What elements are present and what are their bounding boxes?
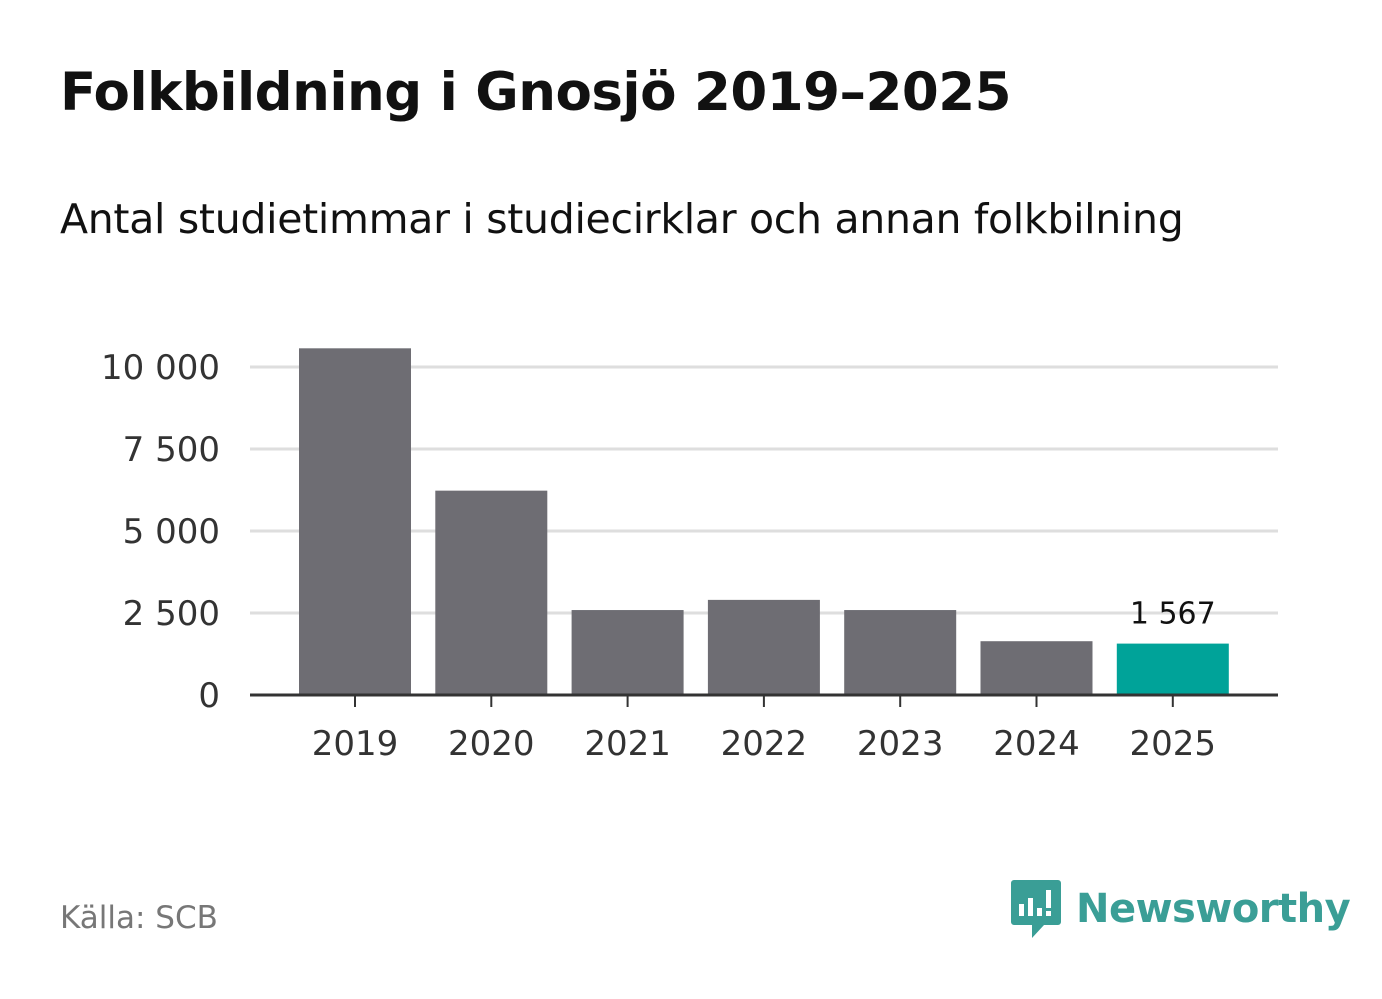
brand-name: Newsworthy <box>1076 886 1351 932</box>
bar-2021 <box>571 610 684 695</box>
x-tick-label: 2023 <box>857 724 944 764</box>
y-tick-label: 0 <box>198 676 220 716</box>
newsworthy-logo-icon <box>1011 880 1061 938</box>
x-tick-label: 2022 <box>721 724 808 764</box>
data-label-2025: 1 567 <box>1130 597 1216 632</box>
bar-2024 <box>980 641 1093 695</box>
x-tick-label: 2019 <box>312 724 399 764</box>
x-tick-label: 2024 <box>993 724 1080 764</box>
y-tick-label: 2 500 <box>123 594 220 634</box>
source-note: Källa: SCB <box>60 900 218 936</box>
y-tick-label: 10 000 <box>101 348 220 388</box>
brand: Newsworthy <box>1010 878 1351 940</box>
chart-subtitle: Antal studietimmar i studiecirklar och a… <box>60 195 1184 243</box>
bar-2023 <box>844 610 957 695</box>
x-tick-label: 2021 <box>584 724 671 764</box>
bar-2025 <box>1116 643 1229 695</box>
chart-title: Folkbildning i Gnosjö 2019–2025 <box>60 62 1011 123</box>
x-tick-label: 2020 <box>448 724 535 764</box>
bar-2019 <box>299 348 411 695</box>
y-tick-label: 5 000 <box>123 512 220 552</box>
bar-2022 <box>707 599 820 695</box>
bar-2020 <box>435 490 548 695</box>
y-tick-label: 7 500 <box>123 430 220 470</box>
x-tick-label: 2025 <box>1130 724 1217 764</box>
